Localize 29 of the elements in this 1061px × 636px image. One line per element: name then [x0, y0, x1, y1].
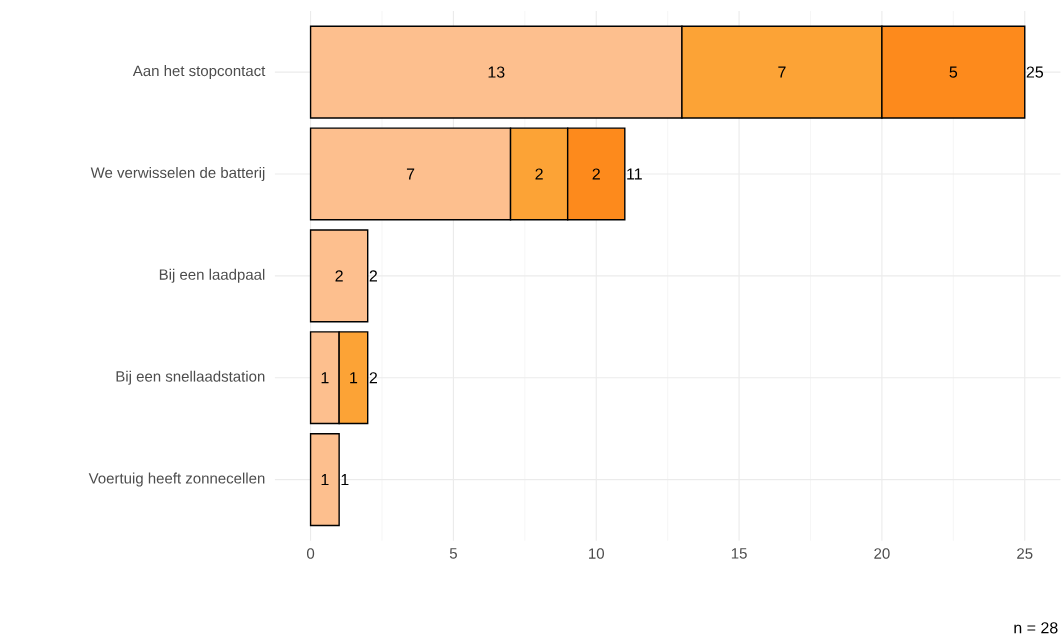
y-tick-label: We verwisselen de batterij: [90, 167, 265, 182]
x-tick-label: 25: [1017, 548, 1033, 560]
x-tick-label: 10: [589, 548, 604, 560]
y-tick-label: Bij een snellaadstation: [116, 370, 265, 385]
x-tick-label: 20: [874, 548, 890, 560]
data-label: 7: [406, 168, 415, 180]
x-tick-label: 15: [731, 548, 747, 559]
text: n = 28: [1014, 622, 1058, 634]
total-label: 11: [627, 168, 642, 180]
data-label: 7: [778, 66, 786, 78]
bar: [309, 433, 340, 527]
bar: [309, 229, 369, 323]
y-tick-label: Bij een laadpaal: [159, 269, 265, 284]
y-tick-label: Aan het stopcontact: [132, 65, 266, 80]
x-tick-label: 5: [449, 548, 457, 559]
total-label: 1: [341, 474, 349, 486]
data-label: 5: [949, 66, 958, 78]
data-label: 2: [535, 168, 543, 180]
data-label: 1: [321, 474, 329, 486]
x-tick-label: 0: [306, 548, 315, 560]
total-label: 25: [1026, 66, 1044, 78]
data-label: 2: [335, 270, 343, 282]
data-label: 13: [488, 66, 505, 78]
total-label: 2: [369, 270, 377, 282]
data-label: 1: [350, 372, 358, 384]
data-label: 2: [592, 168, 600, 180]
total-label: 2: [369, 372, 377, 384]
data-label: 1: [321, 372, 329, 384]
y-tick-label: Voertuig heeft zonnecellen: [88, 472, 265, 487]
